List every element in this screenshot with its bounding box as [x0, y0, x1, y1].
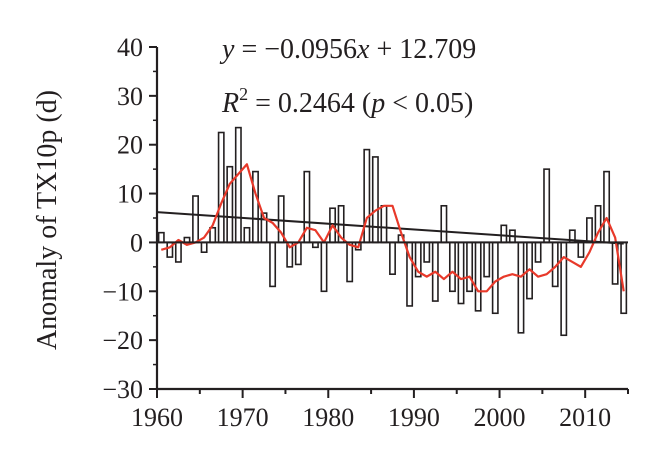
bar-1966	[209, 226, 217, 244]
bar-1994	[448, 241, 456, 293]
bar-1999	[491, 241, 499, 315]
bar-1970	[243, 226, 251, 244]
bar-1997	[474, 241, 482, 312]
bar-2000	[500, 224, 508, 244]
bars-group	[157, 126, 628, 337]
p-value: < 0.05)	[392, 88, 473, 119]
bar-1993	[440, 204, 448, 244]
bar-1986	[380, 204, 388, 244]
r-symbol: R	[221, 88, 239, 119]
y-tick-label: −10	[102, 277, 143, 306]
bar-1996	[466, 241, 474, 293]
bar-1960	[157, 231, 165, 244]
x-tick-label: 1960	[131, 403, 183, 432]
bar-1973	[269, 241, 277, 288]
trend-line	[156, 211, 624, 245]
bar-1976	[294, 241, 302, 266]
smoothed-line	[160, 163, 625, 293]
bar-1987	[389, 241, 396, 275]
p-symbol: p	[369, 88, 385, 119]
equation-slope: = −0.0956	[241, 34, 357, 65]
y-tick-label: −30	[102, 375, 143, 404]
bar-1984	[363, 148, 371, 244]
bar-1969	[234, 126, 242, 244]
r-squared-annotation: R2 = 0.2464 (p < 0.05)	[221, 76, 473, 119]
bar-2005	[543, 168, 551, 244]
axes-group	[149, 46, 629, 398]
bar-2002	[517, 241, 525, 334]
r-squared-value: = 0.2464 (	[255, 88, 371, 119]
bar-2010	[586, 217, 593, 244]
equation-x-symbol: x	[356, 34, 370, 65]
y-tick-label: 30	[117, 82, 143, 111]
bar-2004	[534, 241, 542, 263]
bar-1967	[217, 131, 225, 244]
bar-1982	[346, 241, 354, 283]
x-tick-label: 2000	[474, 403, 526, 432]
equation-y-symbol: y	[219, 34, 235, 65]
x-tick-label: 2010	[559, 403, 611, 432]
bar-1968	[226, 165, 234, 244]
x-tick-label: 1980	[302, 403, 354, 432]
bar-1964	[192, 195, 199, 244]
bar-1995	[457, 241, 465, 305]
bar-1998	[483, 241, 491, 278]
bar-1965	[200, 241, 208, 253]
bar-1979	[320, 241, 328, 293]
y-tick-label: −20	[102, 326, 143, 355]
x-tick-label: 1970	[217, 403, 269, 432]
regression-equation: y = −0.0956x + 12.709	[219, 34, 476, 65]
bar-1971	[252, 170, 259, 244]
lines-group	[156, 163, 625, 293]
y-tick-label: 20	[117, 131, 143, 160]
y-tick-label: 10	[117, 180, 143, 209]
y-tick-label: 40	[117, 33, 143, 62]
tick-labels-group: −30 −20 −10 0 10 20 30 40 1960 1970 1980 1990 2000 20…	[102, 33, 611, 432]
bar-1985	[371, 156, 379, 244]
x-tick-label: 1990	[388, 403, 440, 432]
y-tick-label: 0	[130, 228, 143, 257]
bar-1991	[423, 241, 431, 263]
bar-1962	[174, 241, 182, 263]
bar-2009	[577, 241, 585, 258]
r-superscript: 2	[239, 84, 248, 104]
equation-intercept: + 12.709	[376, 34, 476, 65]
y-axis-label: Anomaly of TX10p (d)	[32, 90, 63, 350]
bar-2012	[603, 170, 611, 244]
